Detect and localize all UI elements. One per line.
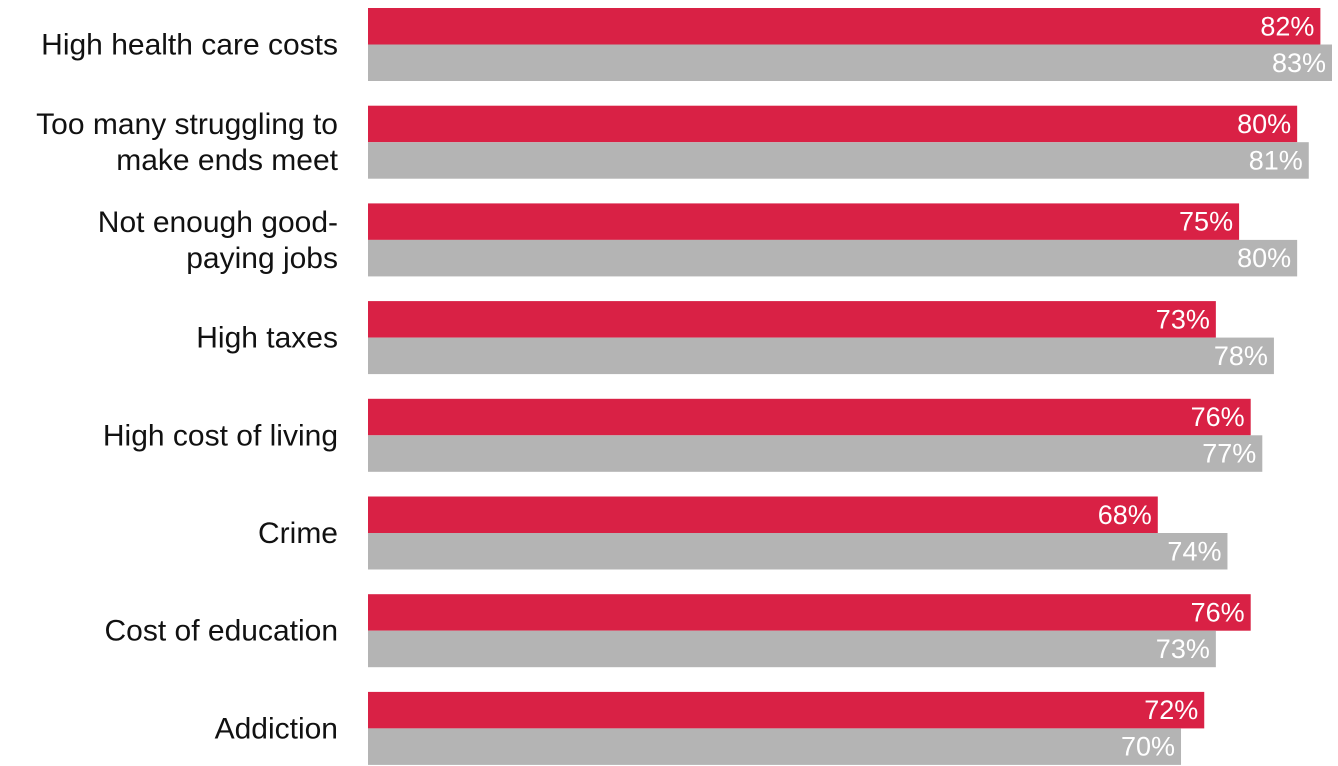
bar-series2-2	[368, 142, 1309, 179]
value-label-series2-2: 81%	[1249, 145, 1303, 175]
category-label-2-line1: Too many struggling to	[36, 108, 338, 141]
value-label-series2-7: 73%	[1156, 634, 1210, 664]
value-label-series1-7: 76%	[1191, 597, 1245, 627]
bar-series1-3	[368, 203, 1240, 240]
category-label-2-line2: make ends meet	[116, 144, 338, 177]
category-label-3-line2: paying jobs	[186, 242, 338, 275]
value-label-series2-4: 78%	[1214, 341, 1268, 371]
bar-series1-5	[368, 398, 1251, 436]
bar-series1-7	[368, 594, 1251, 631]
value-labels-layer: 82%83%80%81%75%80%73%78%76%77%68%74%76%7…	[1098, 11, 1326, 761]
bar-series1-6	[368, 496, 1158, 533]
value-label-series1-6: 68%	[1098, 500, 1152, 530]
bar-series1-2	[368, 105, 1298, 143]
value-label-series1-3: 75%	[1179, 207, 1233, 237]
value-label-series1-5: 76%	[1191, 402, 1245, 432]
category-labels-layer: High health care costs Too many strugglin…	[36, 29, 339, 746]
category-label-4: High taxes	[196, 322, 338, 355]
value-label-series1-2: 80%	[1237, 109, 1291, 139]
category-label-1: High health care costs	[41, 29, 338, 62]
bar-series2-4	[368, 337, 1274, 375]
category-label-5: High cost of living	[103, 419, 338, 452]
value-label-series2-8: 70%	[1121, 732, 1175, 762]
category-label-3-line1: Not enough good-	[98, 206, 338, 239]
value-label-series2-5: 77%	[1202, 439, 1256, 469]
bar-series2-1	[368, 44, 1332, 81]
bar-series1-8	[368, 691, 1205, 729]
value-label-series2-6: 74%	[1167, 536, 1221, 566]
value-label-series2-1: 83%	[1272, 48, 1326, 78]
category-label-6: Crime	[258, 517, 338, 550]
bar-series2-5	[368, 435, 1263, 472]
value-label-series1-1: 82%	[1260, 11, 1314, 41]
value-label-series1-4: 73%	[1156, 304, 1210, 334]
category-label-7: Cost of education	[105, 615, 338, 648]
bar-series2-8	[368, 728, 1182, 765]
bar-series2-3	[368, 239, 1298, 277]
value-label-series1-8: 72%	[1144, 695, 1198, 725]
bar-series2-7	[368, 630, 1216, 668]
bars-layer	[368, 8, 1332, 765]
bar-series1-1	[368, 8, 1321, 45]
bar-series1-4	[368, 301, 1216, 338]
value-label-series2-3: 80%	[1237, 243, 1291, 273]
bar-series2-6	[368, 533, 1228, 570]
category-label-8: Addiction	[215, 712, 338, 745]
